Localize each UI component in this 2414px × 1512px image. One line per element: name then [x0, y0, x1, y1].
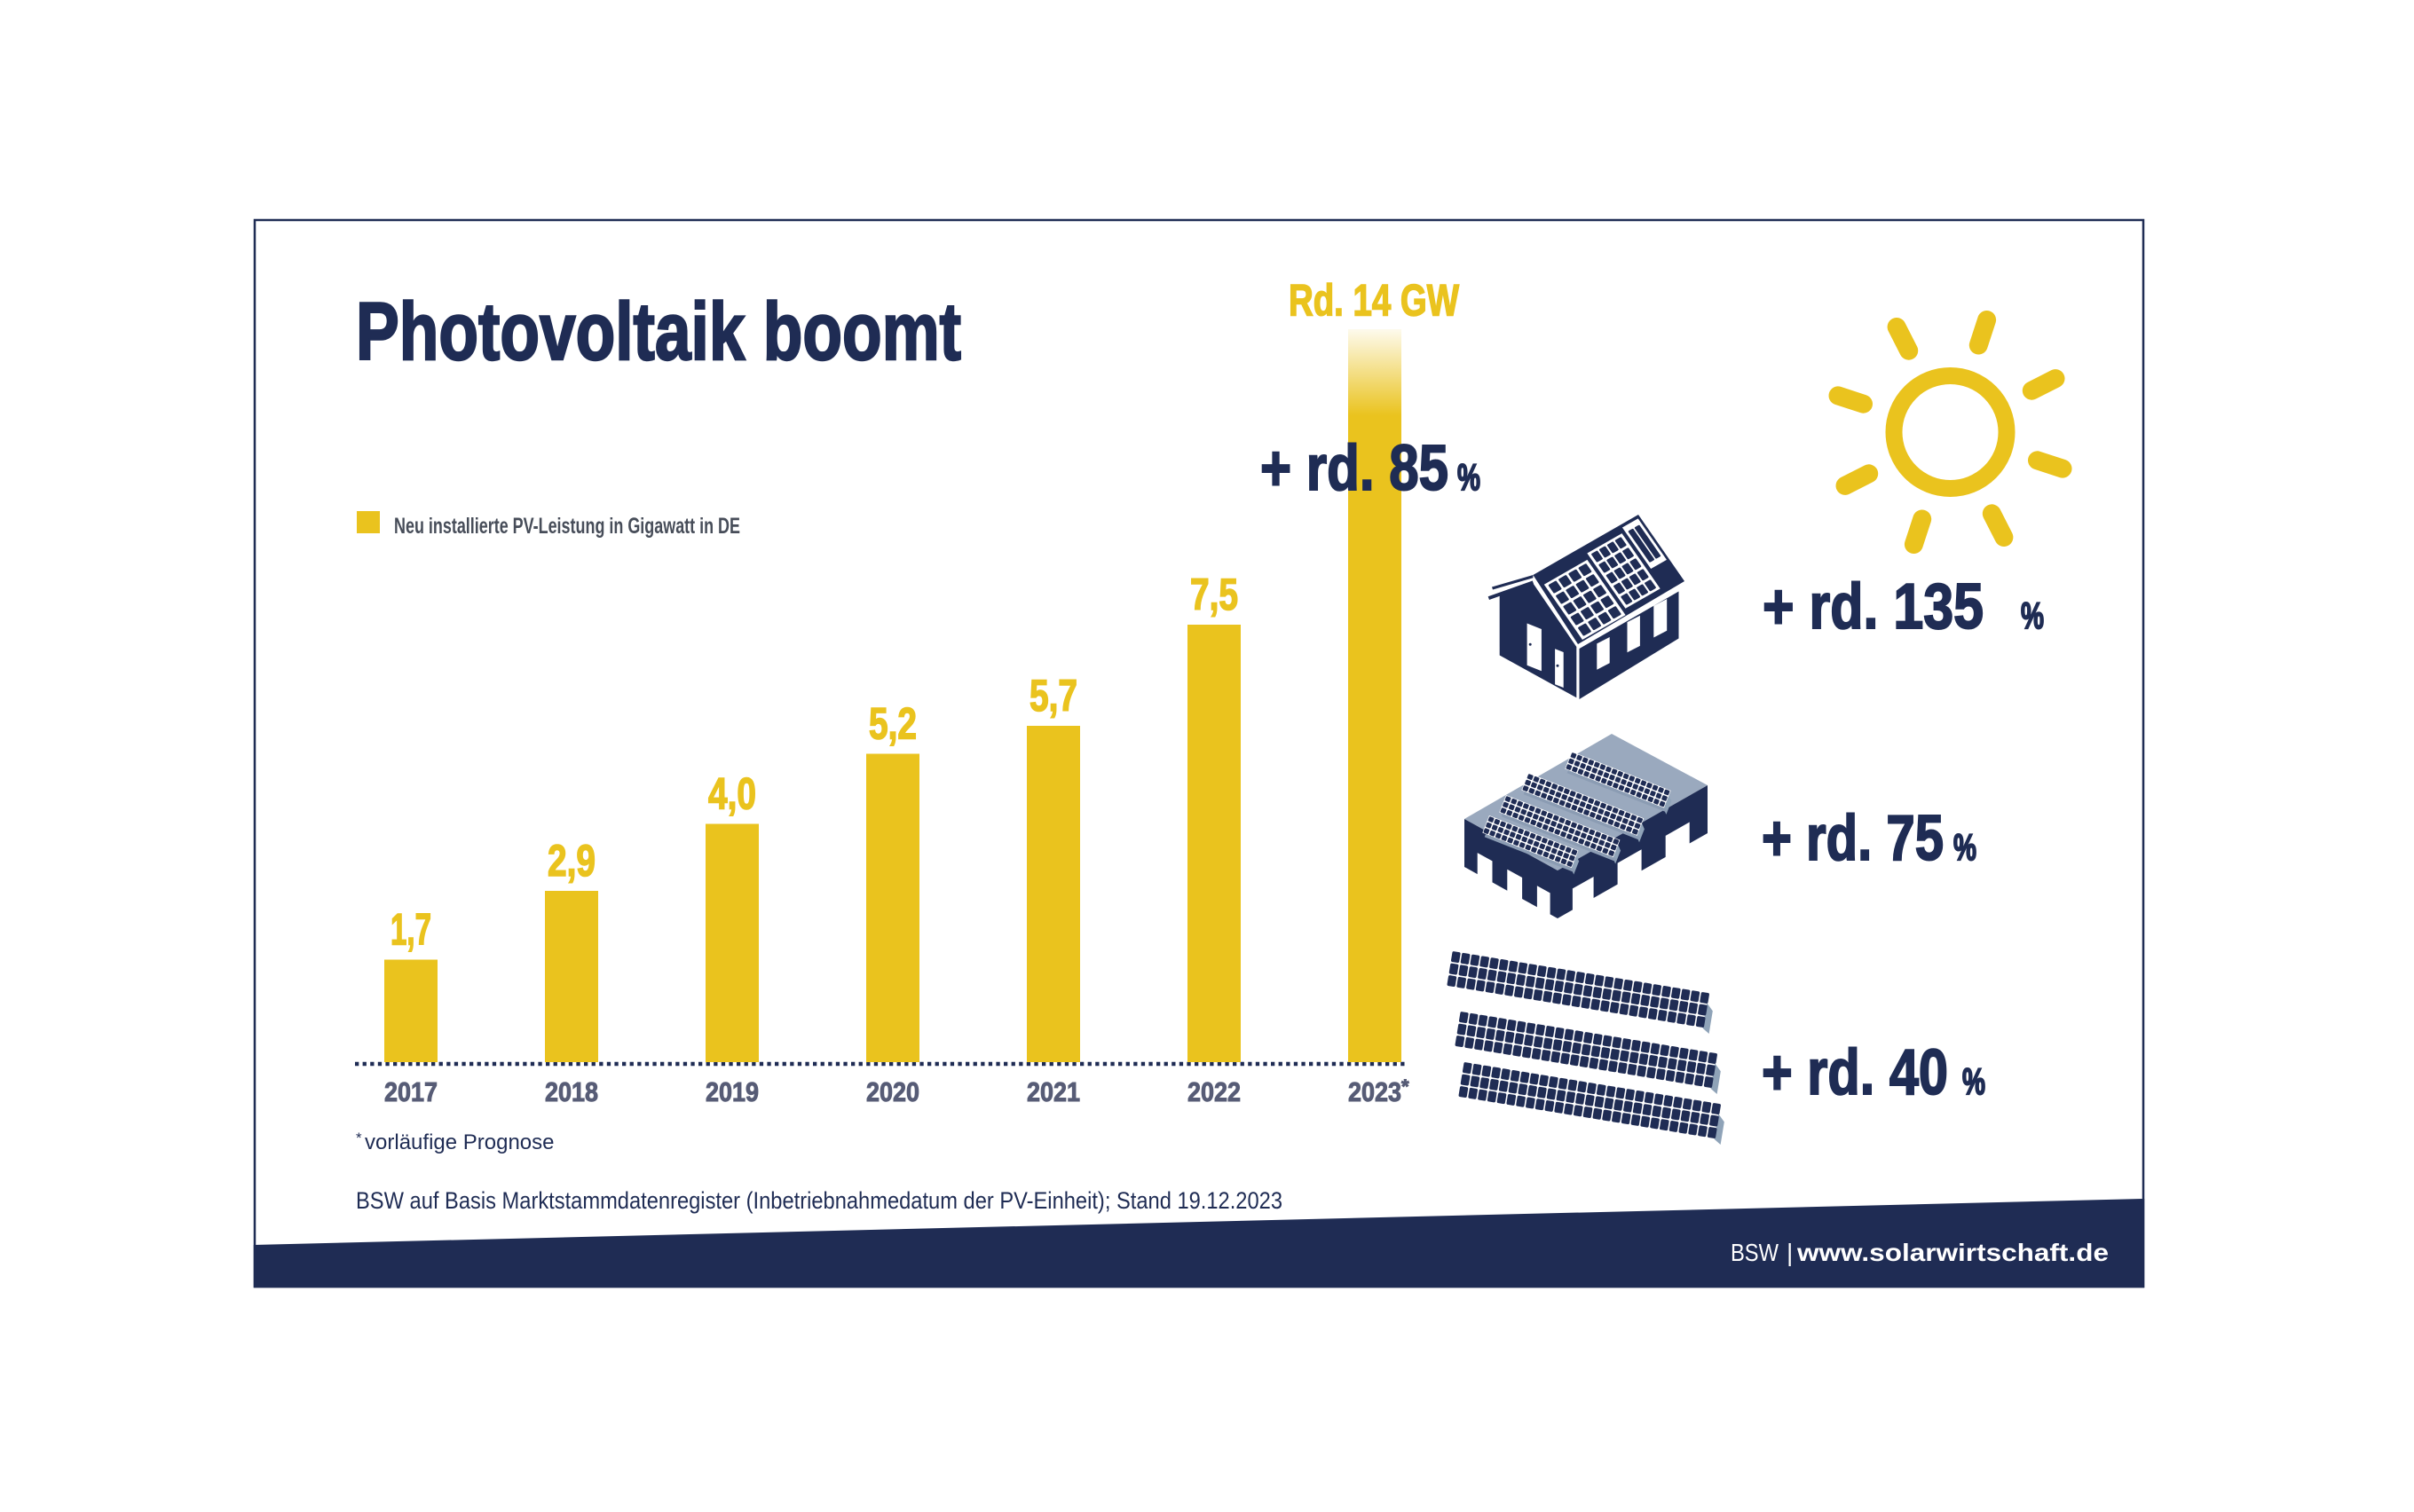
svg-text:Rd. 14 GW: Rd. 14 GW: [1289, 276, 1460, 326]
svg-text:2022: 2022: [1187, 1076, 1241, 1107]
svg-text:2020: 2020: [866, 1076, 919, 1107]
svg-text:|: |: [1787, 1239, 1793, 1266]
svg-text:7,5: 7,5: [1190, 570, 1238, 619]
svg-text:2017: 2017: [384, 1076, 438, 1107]
svg-text:BSW: BSW: [1731, 1239, 1779, 1266]
svg-text:* vorläufige Prognose: * vorläufige Prognose: [356, 1130, 555, 1154]
svg-text:+ rd. 85%: + rd. 85%: [1260, 433, 1480, 504]
svg-text:2023*: 2023*: [1348, 1075, 1409, 1107]
svg-text:+ rd. 75%: + rd. 75%: [1762, 803, 1976, 874]
svg-text:2021: 2021: [1027, 1076, 1080, 1107]
svg-text:www.solarwirtschaft.de: www.solarwirtschaft.de: [1796, 1239, 2109, 1266]
svg-text:2019: 2019: [706, 1076, 759, 1107]
svg-text:+ rd. 135%: + rd. 135%: [1763, 571, 2044, 642]
svg-text:5,7: 5,7: [1030, 671, 1077, 721]
svg-text:4,0: 4,0: [708, 769, 756, 819]
svg-text:Neu installierte PV-Leistung i: Neu installierte PV-Leistung in Gigawatt…: [394, 514, 740, 539]
svg-text:2018: 2018: [545, 1076, 598, 1107]
svg-text:Photovoltaik boomt: Photovoltaik boomt: [356, 287, 961, 377]
svg-text:1,7: 1,7: [390, 905, 431, 955]
svg-text:BSW auf Basis Marktstammdatenr: BSW auf Basis Marktstammdatenregister (I…: [356, 1187, 1282, 1214]
svg-text:2,9: 2,9: [548, 836, 596, 886]
svg-text:+ rd. 40%: + rd. 40%: [1762, 1037, 1985, 1108]
svg-text:5,2: 5,2: [869, 699, 917, 749]
